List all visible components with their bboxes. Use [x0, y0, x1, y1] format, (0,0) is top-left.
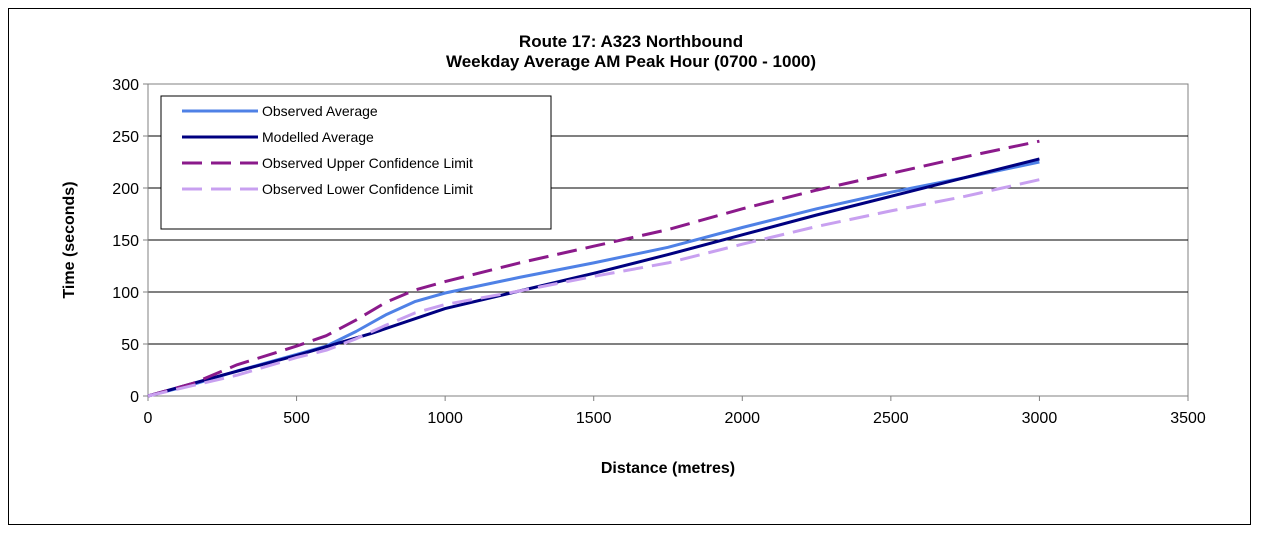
legend-label-3: Observed Upper Confidence Limit	[262, 155, 473, 171]
x-tick-label: 500	[283, 410, 310, 427]
x-tick-label: 3000	[1022, 410, 1058, 427]
x-tick-label: 3500	[1170, 410, 1206, 427]
y-tick-label: 150	[112, 233, 139, 250]
y-axis-title: Time (seconds)	[61, 181, 78, 298]
y-tick-label: 0	[130, 389, 139, 406]
legend-label-4: Observed Lower Confidence Limit	[262, 181, 473, 197]
y-tick-label: 50	[121, 337, 139, 354]
x-tick-label: 1500	[576, 410, 612, 427]
chart-title: Route 17: A323 Northbound	[519, 32, 743, 51]
y-tick-label: 250	[112, 129, 139, 146]
series-line-4	[147, 178, 1040, 398]
series-lines	[147, 139, 1040, 398]
legend: Observed Average Modelled Average Observed…	[160, 95, 552, 230]
x-tick-label: 2000	[724, 410, 760, 427]
x-axis-title: Distance (metres)	[601, 460, 735, 477]
axes	[143, 83, 1189, 401]
x-tick-label: 0	[144, 410, 153, 427]
legend-label-2: Modelled Average	[262, 129, 374, 145]
legend-label-1: Observed Average	[262, 103, 378, 119]
series-line-3	[147, 139, 1040, 398]
y-tick-label: 100	[112, 285, 139, 302]
x-tick-label: 2500	[873, 410, 909, 427]
y-tick-label: 200	[112, 181, 139, 198]
chart-subtitle: Weekday Average AM Peak Hour (0700 - 100…	[446, 52, 816, 71]
y-tick-label: 300	[112, 77, 139, 94]
series-line-2	[147, 157, 1040, 398]
x-tick-label: 1000	[427, 410, 463, 427]
